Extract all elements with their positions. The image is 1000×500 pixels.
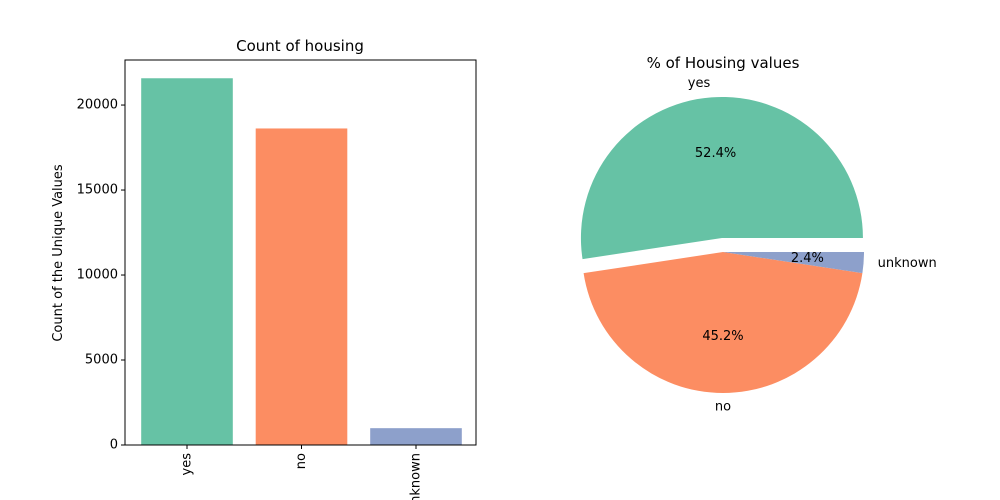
pie-labels: yes 52.4% no 45.2% unknown 2.4% (688, 76, 937, 415)
pie-slices (580, 96, 864, 394)
bar-yes (141, 78, 233, 446)
pie-pct-no: 45.2% (702, 329, 743, 344)
pie-label-unknown: unknown (878, 256, 937, 271)
bar-no (255, 128, 348, 445)
bar-axes-frame (124, 59, 477, 446)
pie-pct-unknown: 2.4% (791, 251, 824, 266)
pie-label-yes: yes (688, 76, 711, 91)
pie-slice-no (583, 252, 863, 394)
bar-chart-y-axis-label: Count of the Unique Values (51, 164, 66, 342)
y-tick-label: 10000 (77, 268, 118, 283)
y-tick-label: 5000 (85, 353, 118, 368)
pie-label-no: no (715, 400, 731, 415)
y-tick-label: 15000 (77, 183, 118, 198)
x-tick-label: yes (180, 453, 195, 476)
bar-chart-title: Count of housing (236, 37, 364, 55)
bar-chart: Count of housing Count of the Unique Val… (51, 37, 477, 500)
y-tick-label: 20000 (77, 98, 118, 113)
pie-pct-yes: 52.4% (695, 146, 736, 161)
pie-slice-yes (580, 96, 863, 260)
bar-y-axis-ticks: 0 5000 10000 15000 20000 (77, 98, 125, 453)
x-tick-label: no (294, 453, 309, 469)
bar-unknown (370, 428, 462, 445)
pie-slice-unknown (723, 252, 864, 274)
y-tick-label: 0 (110, 438, 118, 453)
bar-x-axis-ticks: yes no unknown (180, 445, 424, 500)
pie-chart-title: % of Housing values (647, 54, 800, 72)
bar-marks (141, 78, 462, 446)
x-tick-label: unknown (409, 453, 424, 500)
pie-chart: % of Housing values yes 52.4% no 45.2% unkno… (580, 54, 937, 415)
